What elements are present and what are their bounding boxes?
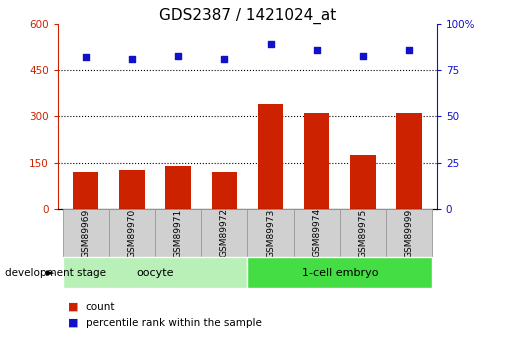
Point [405,47,413,53]
Text: count: count [86,302,115,312]
Bar [73,172,98,209]
Text: GSM89999: GSM89999 [405,208,414,257]
FancyBboxPatch shape [247,257,432,288]
FancyBboxPatch shape [63,209,109,257]
Point [174,53,182,58]
Text: GSM89972: GSM89972 [220,208,229,257]
Bar [396,114,422,209]
Bar [212,172,237,209]
Text: GSM89970: GSM89970 [127,208,136,257]
Text: GSM89969: GSM89969 [81,208,90,257]
Bar [304,114,329,209]
FancyBboxPatch shape [340,209,386,257]
Title: GDS2387 / 1421024_at: GDS2387 / 1421024_at [159,8,336,24]
FancyBboxPatch shape [63,257,247,288]
Bar [258,104,283,209]
FancyBboxPatch shape [247,209,293,257]
Bar [119,170,144,209]
Bar [350,155,376,209]
Text: oocyte: oocyte [136,268,174,277]
Text: 1-cell embryo: 1-cell embryo [301,268,378,277]
FancyBboxPatch shape [386,209,432,257]
Bar [166,166,191,209]
FancyBboxPatch shape [201,209,247,257]
Point [220,57,228,62]
FancyBboxPatch shape [155,209,201,257]
Point [82,55,90,60]
Text: ►: ► [46,268,55,278]
FancyBboxPatch shape [293,209,340,257]
Point [359,53,367,58]
Text: GSM89974: GSM89974 [312,208,321,257]
Text: percentile rank within the sample: percentile rank within the sample [86,318,262,327]
Point [128,57,136,62]
FancyBboxPatch shape [109,209,155,257]
Point [267,42,275,47]
Text: ■: ■ [68,302,79,312]
Text: ■: ■ [68,318,79,327]
Text: GSM89975: GSM89975 [359,208,368,257]
Text: GSM89971: GSM89971 [174,208,183,257]
Point [313,47,321,53]
Text: development stage: development stage [5,268,106,278]
Text: GSM89973: GSM89973 [266,208,275,257]
